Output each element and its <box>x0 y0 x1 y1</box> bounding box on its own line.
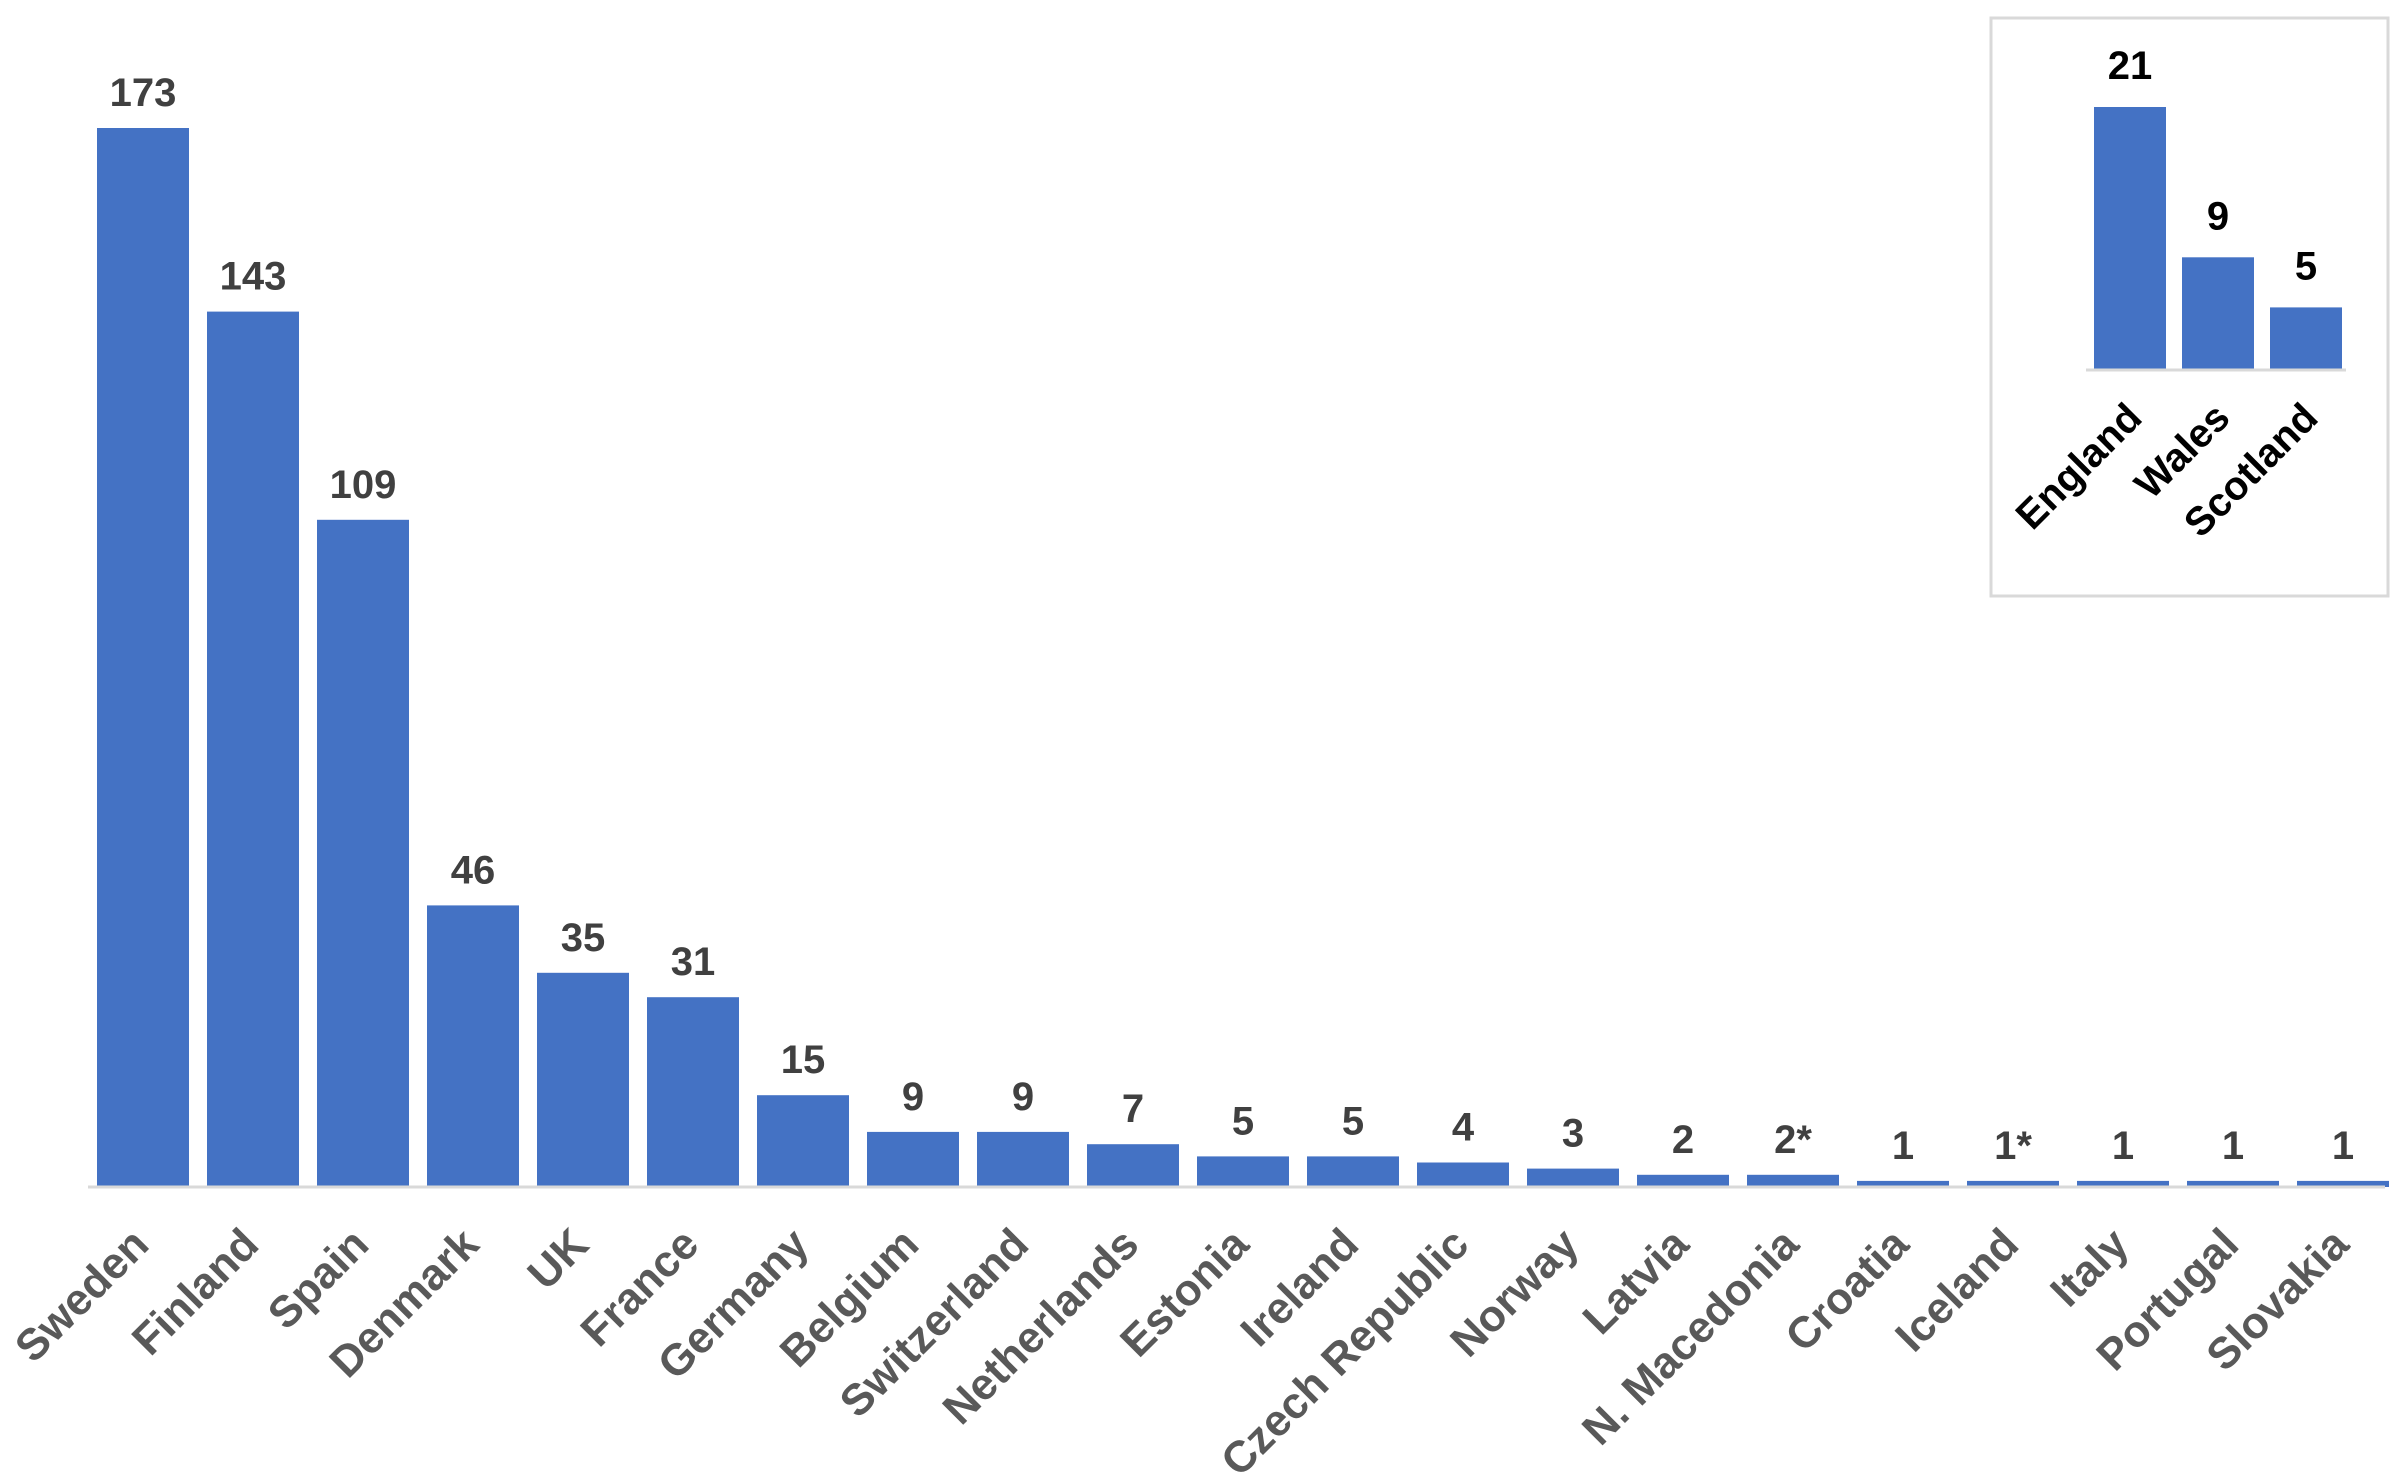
main-value-label-france: 31 <box>671 940 716 984</box>
main-value-label-switzerland: 9 <box>1012 1075 1034 1119</box>
main-category-label-uk: UK <box>518 1219 598 1299</box>
main-bar-belgium <box>867 1131 959 1187</box>
main-bar-spain <box>317 519 409 1187</box>
main-value-label-belgium: 9 <box>902 1075 924 1119</box>
inset-value-label-scotland: 5 <box>2295 244 2317 288</box>
main-bar-italy <box>2077 1180 2169 1187</box>
main-value-label-spain: 109 <box>330 463 397 507</box>
main-bar-netherlands <box>1087 1144 1179 1187</box>
main-category-label-croatia: Croatia <box>1776 1219 1918 1361</box>
inset-value-label-wales: 9 <box>2207 194 2229 238</box>
main-bar-portugal <box>2187 1180 2279 1187</box>
main-value-labels: 173 143 109 46 35 31 15 9 9 7 5 5 4 3 2 2* 1 1* 1 1 1 <box>110 71 2355 1168</box>
main-value-label-n-macedonia: 2* <box>1774 1118 1812 1162</box>
main-value-label-finland: 143 <box>220 255 287 299</box>
inset-bars <box>2094 107 2342 370</box>
main-value-label-netherlands: 7 <box>1122 1087 1144 1131</box>
main-bar-norway <box>1527 1168 1619 1187</box>
main-value-label-uk: 35 <box>561 916 606 960</box>
main-category-label-iceland: Iceland <box>1886 1219 2028 1361</box>
main-category-label-italy: Italy <box>2041 1219 2138 1316</box>
main-bar-denmark <box>427 905 519 1187</box>
main-bar-switzerland <box>977 1131 1069 1187</box>
main-value-label-sweden: 173 <box>110 71 177 115</box>
main-category-label-sweden: Sweden <box>6 1219 158 1371</box>
main-bar-uk <box>537 972 629 1187</box>
inset-value-labels: 21 9 5 <box>2108 44 2317 288</box>
main-value-label-slovakia: 1 <box>2332 1124 2354 1168</box>
main-bar-france <box>647 997 739 1187</box>
main-value-label-portugal: 1 <box>2222 1124 2244 1168</box>
main-value-label-czech-republic: 4 <box>1452 1106 1475 1150</box>
main-bar-finland <box>207 311 299 1188</box>
main-bar-croatia <box>1857 1180 1949 1187</box>
inset-bar-scotland <box>2270 307 2342 370</box>
main-bar-ireland <box>1307 1156 1399 1187</box>
main-value-label-denmark: 46 <box>451 848 496 892</box>
main-bar-latvia <box>1637 1174 1729 1187</box>
main-value-label-croatia: 1 <box>1892 1124 1914 1168</box>
main-value-label-estonia: 5 <box>1232 1099 1254 1143</box>
main-bar-germany <box>757 1095 849 1187</box>
inset-value-label-england: 21 <box>2108 44 2153 88</box>
main-bar-iceland <box>1967 1180 2059 1187</box>
inset-bar-england <box>2094 107 2166 370</box>
main-value-label-ireland: 5 <box>1342 1099 1364 1143</box>
main-bar-czech-republic <box>1417 1162 1509 1187</box>
main-bar-n-macedonia <box>1747 1174 1839 1187</box>
main-value-label-italy: 1 <box>2112 1124 2134 1168</box>
main-bar-estonia <box>1197 1156 1289 1187</box>
main-value-label-germany: 15 <box>781 1038 826 1082</box>
main-bar-sweden <box>97 128 189 1187</box>
main-bar-slovakia <box>2297 1180 2389 1187</box>
main-value-label-latvia: 2 <box>1672 1118 1694 1162</box>
inset-bar-wales <box>2182 257 2254 370</box>
main-bars <box>97 128 2389 1188</box>
main-value-label-iceland: 1* <box>1994 1124 2032 1168</box>
main-value-label-norway: 3 <box>1562 1112 1584 1156</box>
